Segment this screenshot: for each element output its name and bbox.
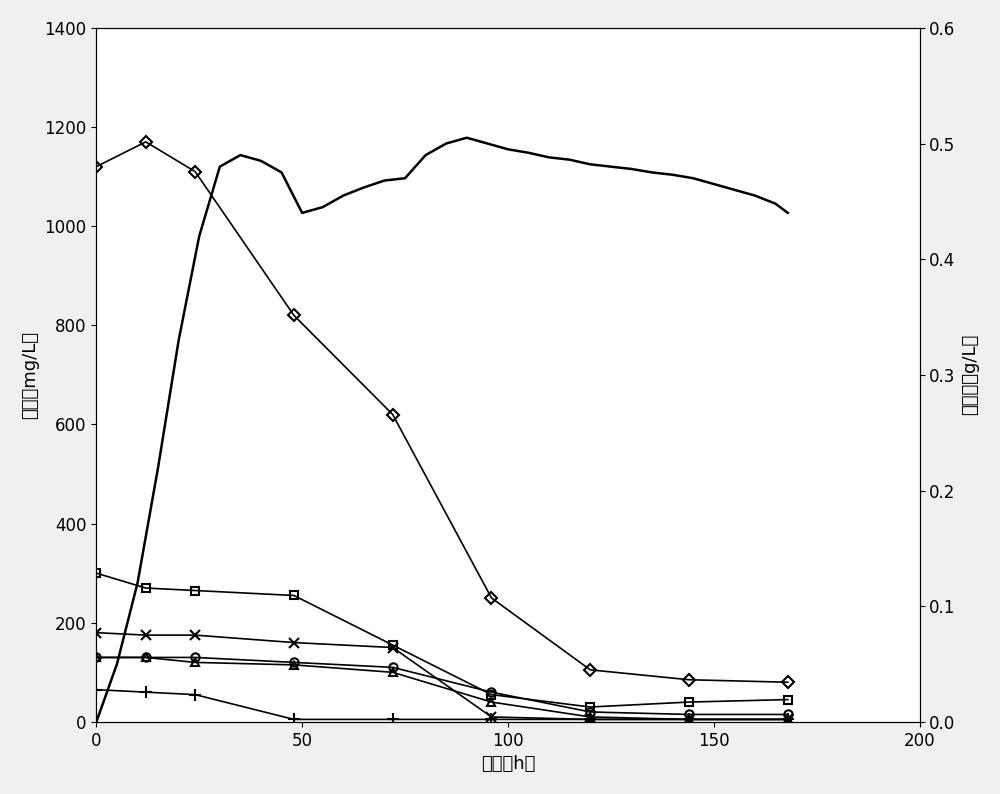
- Y-axis label: 生物量（g/L）: 生物量（g/L）: [961, 334, 979, 415]
- X-axis label: 时间（h）: 时间（h）: [481, 755, 535, 773]
- Y-axis label: 浓度（mg/L）: 浓度（mg/L）: [21, 331, 39, 419]
